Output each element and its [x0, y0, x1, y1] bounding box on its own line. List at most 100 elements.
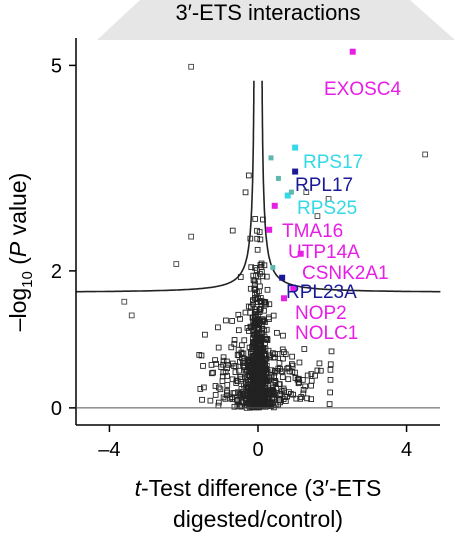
data-point-681 [286, 368, 293, 375]
chart-title: 3′-ETS interactions [175, 0, 360, 25]
data-point-761 [260, 364, 267, 371]
highlight-point-utp14a [266, 226, 273, 233]
data-point-732 [254, 320, 261, 326]
data-point-829 [299, 377, 306, 383]
data-point-306 [256, 229, 263, 235]
data-point-907 [314, 213, 321, 219]
data-point-900 [188, 63, 194, 70]
data-point-774 [220, 354, 227, 361]
x-axis-title-line2: digested/control) [173, 506, 343, 532]
data-point-759 [249, 350, 256, 357]
data-point-777 [296, 359, 303, 366]
data-point-860 [327, 389, 333, 396]
data-point-790 [245, 377, 251, 384]
x-tick-label-1: 0 [252, 439, 263, 461]
data-point-850 [314, 367, 321, 374]
cutoff-curve-right [261, 80, 441, 293]
data-point-758 [235, 346, 242, 353]
protein-label-exosc4: EXOSC4 [324, 79, 402, 100]
data-point-886 [222, 369, 229, 375]
data-point-834 [308, 382, 314, 389]
protein-label-rpl23a: RPL23A [286, 282, 357, 303]
data-point-235 [246, 344, 253, 351]
axis-ticks: –4 0 4 0 2 5 [51, 55, 412, 461]
data-point-825 [197, 386, 204, 392]
data-point-584 [289, 361, 295, 367]
data-point-459 [246, 328, 252, 334]
data-point-540 [247, 285, 254, 292]
protein-label-nop2: NOP2 [295, 303, 347, 324]
data-point-627 [235, 311, 242, 318]
data-point-325 [248, 304, 254, 311]
data-point-716 [274, 329, 280, 336]
data-point-699 [266, 376, 273, 383]
data-point-763 [224, 373, 230, 379]
data-point-826 [229, 394, 235, 400]
data-point-674 [229, 376, 236, 383]
data-point-801 [262, 370, 269, 377]
y-tick-label-1: 2 [51, 261, 62, 283]
data-point-842 [308, 378, 315, 384]
data-point-813 [255, 373, 262, 380]
data-point-819 [259, 348, 266, 355]
data-point-883 [267, 387, 274, 393]
data-point-848 [217, 386, 224, 393]
data-point-846 [287, 391, 294, 397]
data-point-66 [248, 264, 255, 271]
data-point-873 [269, 395, 276, 402]
data-point-590 [219, 378, 226, 384]
data-point-738 [280, 355, 286, 362]
data-point-481 [244, 325, 251, 331]
data-point-815 [238, 351, 245, 357]
data-point-831 [285, 364, 292, 371]
data-point-865 [270, 391, 277, 398]
x-tick-label-2: 4 [401, 439, 412, 461]
data-point-805 [251, 395, 258, 402]
data-point-719 [250, 365, 257, 372]
data-point-680 [280, 396, 287, 402]
data-point-359 [254, 235, 261, 242]
data-point-65 [254, 246, 261, 253]
protein-labels: EXOSC4 RPS17RPL17RPS25TMA16UTP14ACSNK2A1R… [282, 79, 402, 344]
data-point-737 [279, 374, 286, 380]
data-point-899 [304, 372, 311, 379]
data-point-776 [249, 359, 256, 366]
data-point-698 [236, 367, 242, 374]
data-point-498 [249, 342, 256, 349]
data-point-893 [317, 367, 324, 374]
accent-point-2 [270, 264, 276, 270]
data-point-880 [227, 395, 233, 402]
data-point-871 [328, 348, 335, 355]
data-point-695 [234, 352, 241, 358]
data-point-864 [210, 369, 216, 376]
data-point-835 [289, 353, 295, 360]
data-point-832 [292, 369, 298, 376]
data-point-840 [216, 399, 222, 406]
data-point-190 [258, 260, 265, 267]
data-point-683 [259, 316, 266, 322]
data-point-809 [238, 386, 245, 392]
data-point-798 [276, 381, 283, 388]
data-point-837 [252, 374, 259, 380]
data-point-555 [249, 314, 256, 321]
data-point-796 [264, 337, 271, 343]
data-point-513 [252, 280, 258, 287]
data-point-564 [263, 326, 270, 333]
data-point-802 [265, 377, 272, 384]
data-point-882 [240, 391, 247, 398]
data-point-808 [264, 378, 271, 385]
x-tick-label-0: –4 [98, 439, 120, 461]
background-points [121, 63, 428, 411]
data-point-689 [212, 383, 219, 389]
data-point-874 [256, 359, 263, 366]
data-point-902 [422, 151, 428, 158]
data-point-875 [237, 376, 244, 383]
data-point-423 [252, 265, 258, 271]
data-point-530 [256, 270, 263, 277]
data-point-908 [303, 189, 310, 195]
data-point-601 [223, 317, 229, 324]
data-point-872 [278, 388, 285, 395]
data-point-876 [237, 358, 243, 365]
data-point-561 [215, 384, 222, 391]
data-point-889 [316, 360, 323, 367]
